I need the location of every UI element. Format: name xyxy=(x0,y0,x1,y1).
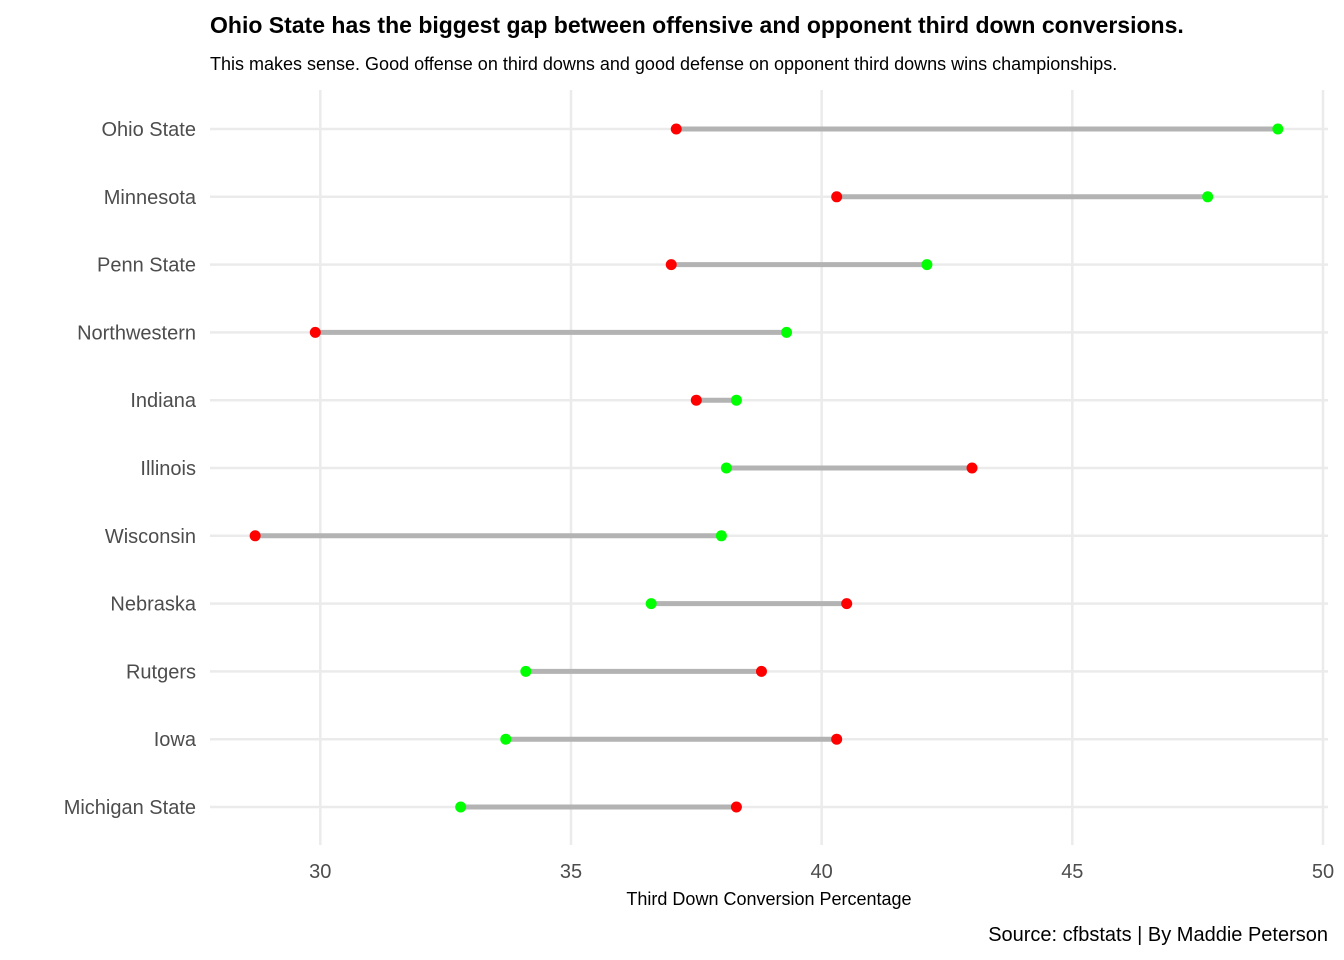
y-tick-label-iowa: Iowa xyxy=(154,729,197,751)
offense-point-wisconsin xyxy=(715,530,727,542)
offense-point-rutgers xyxy=(520,665,532,677)
offense-point-ohio-state xyxy=(1272,123,1284,135)
opponent-point-michigan-state xyxy=(730,801,742,813)
chart-subtitle: This makes sense. Good offense on third … xyxy=(210,54,1117,74)
offense-point-minnesota xyxy=(1202,191,1214,203)
opponent-point-illinois xyxy=(966,462,978,474)
offense-point-penn-state xyxy=(921,259,933,271)
y-axis-labels: Ohio State Minnesota Penn State Northwester… xyxy=(64,119,197,819)
chart-caption: Source: cfbstats | By Maddie Peterson xyxy=(988,924,1328,946)
y-tick-label-northwestern: Northwestern xyxy=(77,322,196,344)
point-layer xyxy=(249,123,1284,813)
x-tick-label-30: 30 xyxy=(309,861,331,883)
offense-point-nebraska xyxy=(645,598,657,610)
x-tick-label-50: 50 xyxy=(1312,861,1334,883)
opponent-point-iowa xyxy=(831,733,843,745)
y-tick-label-ohio-state: Ohio State xyxy=(101,119,196,141)
y-tick-label-penn-state: Penn State xyxy=(97,255,196,277)
opponent-point-penn-state xyxy=(665,259,677,271)
opponent-point-rutgers xyxy=(755,665,767,677)
x-axis-labels: 30 35 40 45 50 xyxy=(309,861,1334,883)
opponent-point-wisconsin xyxy=(249,530,261,542)
x-tick-label-35: 35 xyxy=(560,861,582,883)
offense-point-iowa xyxy=(500,733,512,745)
y-tick-label-michigan-state: Michigan State xyxy=(64,797,196,819)
x-tick-label-45: 45 xyxy=(1061,861,1083,883)
offense-point-illinois xyxy=(720,462,732,474)
y-tick-label-minnesota: Minnesota xyxy=(104,187,197,209)
chart-title: Ohio State has the biggest gap between o… xyxy=(210,12,1184,38)
y-tick-label-rutgers: Rutgers xyxy=(126,661,196,683)
offense-point-michigan-state xyxy=(455,801,467,813)
y-tick-label-indiana: Indiana xyxy=(130,390,196,412)
y-tick-label-nebraska: Nebraska xyxy=(110,594,196,616)
opponent-point-minnesota xyxy=(831,191,843,203)
opponent-point-northwestern xyxy=(309,326,321,338)
x-axis-title: Third Down Conversion Percentage xyxy=(626,889,911,909)
x-tick-label-40: 40 xyxy=(811,861,833,883)
opponent-point-indiana xyxy=(690,394,702,406)
offense-point-indiana xyxy=(730,394,742,406)
y-tick-label-illinois: Illinois xyxy=(140,458,196,480)
opponent-point-nebraska xyxy=(841,598,853,610)
y-tick-label-wisconsin: Wisconsin xyxy=(105,526,196,548)
offense-point-northwestern xyxy=(781,326,793,338)
segment-layer xyxy=(255,126,1278,810)
opponent-point-ohio-state xyxy=(670,123,682,135)
